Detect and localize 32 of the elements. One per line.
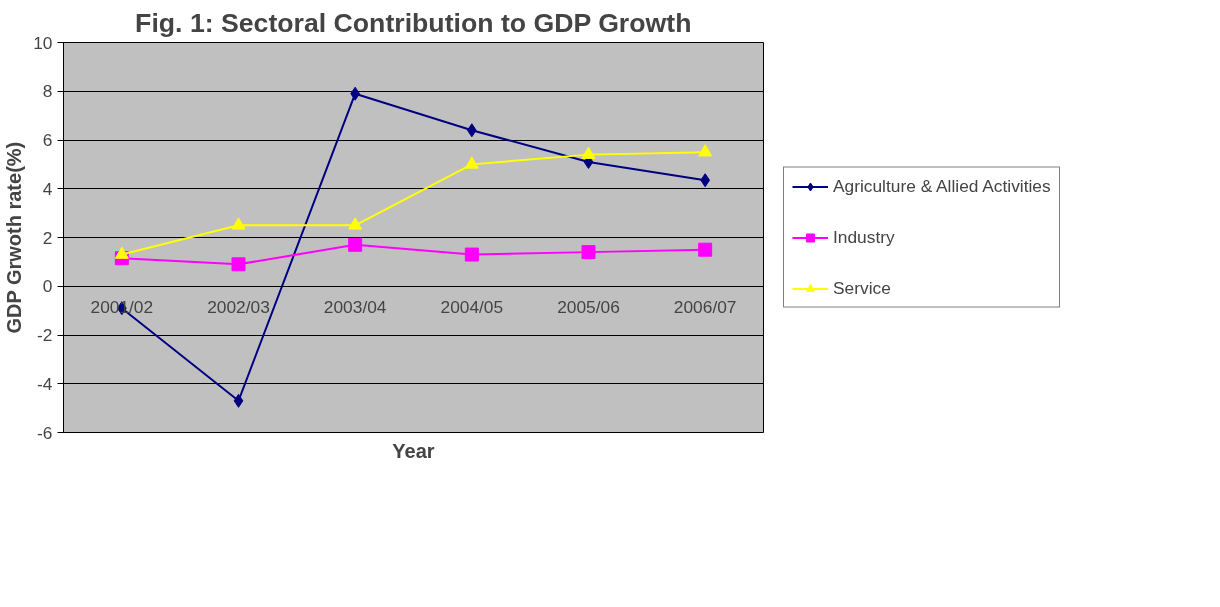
x-tick-label: 2003/04 [323, 297, 387, 318]
legend-label: Service [833, 277, 891, 299]
point [348, 237, 363, 252]
point [698, 242, 713, 257]
x-tick-label: 2006/07 [673, 297, 737, 318]
y-tick-label: 8 [42, 81, 53, 102]
point [231, 217, 246, 230]
point [464, 247, 479, 262]
y-tick-label: -6 [37, 422, 53, 443]
legend-label: Agriculture & Allied Activities [833, 175, 1051, 197]
legend-label: Industry [833, 226, 895, 248]
point [233, 393, 244, 408]
point [581, 146, 596, 159]
y-tick-label: 2 [42, 227, 53, 248]
chart-title: Fig. 1: Sectoral Contribution to GDP Growth [135, 7, 692, 38]
point [231, 257, 246, 272]
y-tick-label: -4 [37, 373, 53, 394]
y-tick-label: 10 [33, 32, 53, 53]
x-axis-title: Year [392, 439, 435, 462]
point [698, 144, 713, 157]
point [348, 217, 363, 230]
point [464, 156, 479, 169]
y-tick-label: 0 [42, 276, 53, 297]
point [114, 246, 129, 259]
y-tick-label: 4 [42, 178, 53, 199]
x-tick-label: 2005/06 [557, 297, 620, 318]
y-tick-label: -2 [37, 325, 53, 345]
y-axis-title: GDP Grwoth rate(%) [3, 141, 26, 334]
x-tick-label: 2002/03 [207, 297, 270, 318]
x-tick-label: 2004/05 [440, 297, 504, 318]
point [581, 245, 596, 260]
y-tick-label: 6 [42, 130, 53, 150]
